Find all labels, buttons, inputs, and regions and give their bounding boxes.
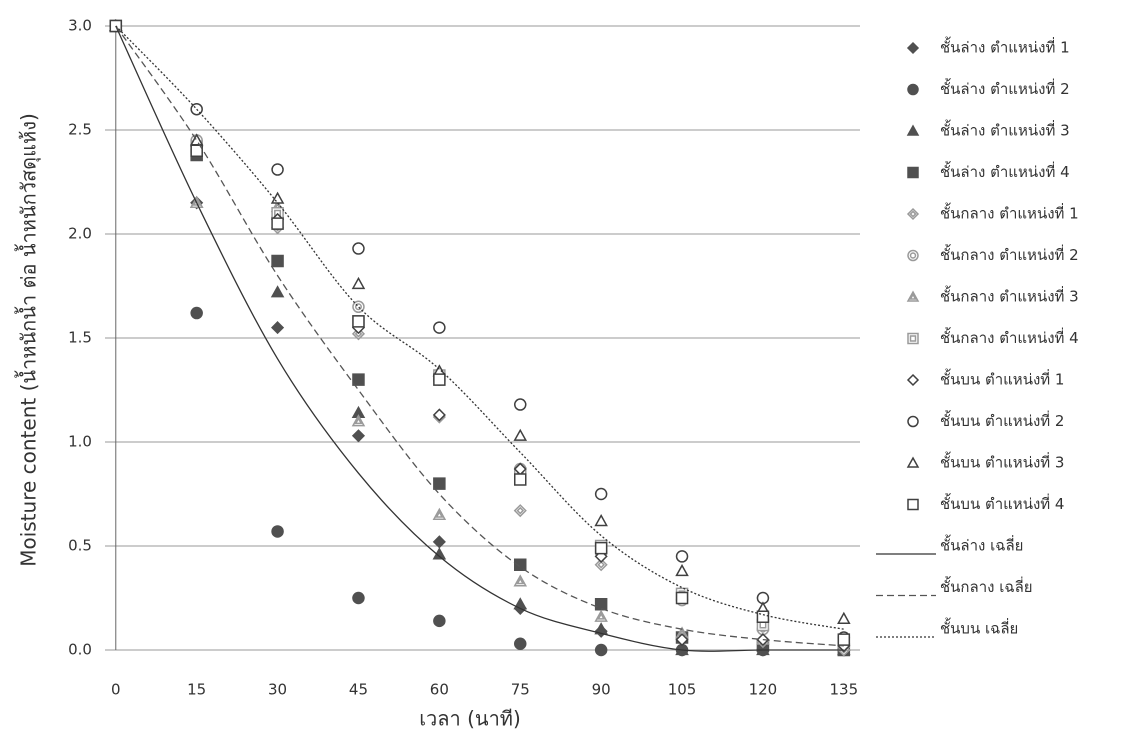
y-tick-label: 2.0 (68, 225, 92, 243)
legend-marker (908, 458, 918, 467)
x-tick-label: 120 (749, 681, 778, 699)
legend-label: ชั้นกลาง เฉลี่ย (940, 576, 1033, 596)
x-tick-label: 45 (349, 681, 368, 699)
data-point (515, 474, 526, 485)
y-axis-label: Moisture content (น้ำหนักน้ำ ต่อ น้ำหนัก… (15, 113, 42, 567)
legend-label: ชั้นล่าง ตำแหน่งที่ 4 (940, 161, 1070, 181)
legend-label: ชั้นล่าง เฉลี่ย (940, 535, 1023, 555)
legend-label: ชั้นบน เฉลี่ย (940, 618, 1018, 638)
x-tick-label: 105 (668, 681, 697, 699)
legend-label: ชั้นกลาง ตำแหน่งที่ 2 (940, 244, 1079, 264)
data-point (677, 565, 688, 575)
data-point (272, 287, 283, 297)
legend-marker (908, 417, 918, 427)
data-point (596, 645, 607, 656)
data-point (272, 218, 283, 229)
data-point (353, 243, 364, 254)
data-point (677, 593, 688, 604)
y-tick-label: 0.5 (68, 537, 92, 555)
legend-marker (908, 126, 918, 135)
legend-label: ชั้นกลาง ตำแหน่งที่ 1 (940, 203, 1079, 223)
legend-label: ชั้นบน ตำแหน่งที่ 1 (940, 369, 1064, 389)
legend-label: ชั้นล่าง ตำแหน่งที่ 3 (940, 120, 1070, 140)
legend-marker (908, 251, 918, 261)
x-axis-label: เวลา (นาที) (419, 707, 521, 731)
legend-marker (908, 43, 918, 53)
data-point (757, 611, 768, 622)
legend-label: ชั้นล่าง ตำแหน่งที่ 1 (940, 37, 1070, 57)
data-point (434, 374, 445, 385)
legend-marker (908, 500, 918, 510)
legend-label: ชั้นบน ตำแหน่งที่ 2 (940, 410, 1064, 430)
y-tick-label: 1.5 (68, 329, 92, 347)
x-tick-label: 30 (268, 681, 287, 699)
legend-marker (908, 85, 918, 95)
x-tick-label: 0 (111, 681, 121, 699)
legend-label: ชั้นบน ตำแหน่งที่ 3 (940, 452, 1064, 472)
data-point (353, 374, 364, 385)
data-point (515, 505, 526, 516)
data-point (596, 599, 607, 610)
x-tick-label: 75 (511, 681, 530, 699)
legend-label: ชั้นบน ตำแหน่งที่ 4 (940, 493, 1064, 513)
y-tick-label: 3.0 (68, 17, 92, 35)
x-tick-label: 60 (430, 681, 449, 699)
data-point (353, 316, 364, 327)
data-point (434, 322, 445, 333)
data-point (434, 615, 445, 626)
data-point (353, 278, 364, 288)
legend-label: ชั้นล่าง ตำแหน่งที่ 2 (940, 78, 1070, 98)
data-point (272, 322, 283, 333)
data-point (191, 308, 202, 319)
data-point (515, 399, 526, 410)
legend-label: ชั้นกลาง ตำแหน่งที่ 3 (940, 286, 1079, 306)
data-point (838, 634, 849, 645)
data-point (434, 478, 445, 489)
legend-marker (908, 334, 918, 344)
x-tick-label: 90 (592, 681, 611, 699)
data-point (272, 164, 283, 175)
average-line (116, 26, 844, 651)
data-point (596, 543, 607, 554)
data-point (838, 613, 849, 623)
y-tick-label: 0.0 (68, 641, 92, 659)
legend-label: ชั้นกลาง ตำแหน่งที่ 4 (940, 327, 1079, 347)
x-tick-label: 135 (830, 681, 859, 699)
data-point (515, 430, 526, 440)
chart: เวลา (นาที) Moisture content (น้ำหนักน้ำ… (0, 0, 1129, 740)
average-line (116, 26, 844, 646)
data-point (353, 430, 364, 441)
data-point (677, 551, 688, 562)
y-tick-label: 1.0 (68, 433, 92, 451)
y-tick-label: 2.5 (68, 121, 92, 139)
data-point (596, 516, 607, 526)
data-point (515, 638, 526, 649)
legend-marker (908, 168, 918, 178)
average-line (116, 26, 844, 629)
data-point (272, 526, 283, 537)
data-point (272, 256, 283, 267)
legend-marker (908, 375, 918, 385)
data-point (596, 489, 607, 500)
x-tick-label: 15 (187, 681, 206, 699)
data-point (353, 593, 364, 604)
